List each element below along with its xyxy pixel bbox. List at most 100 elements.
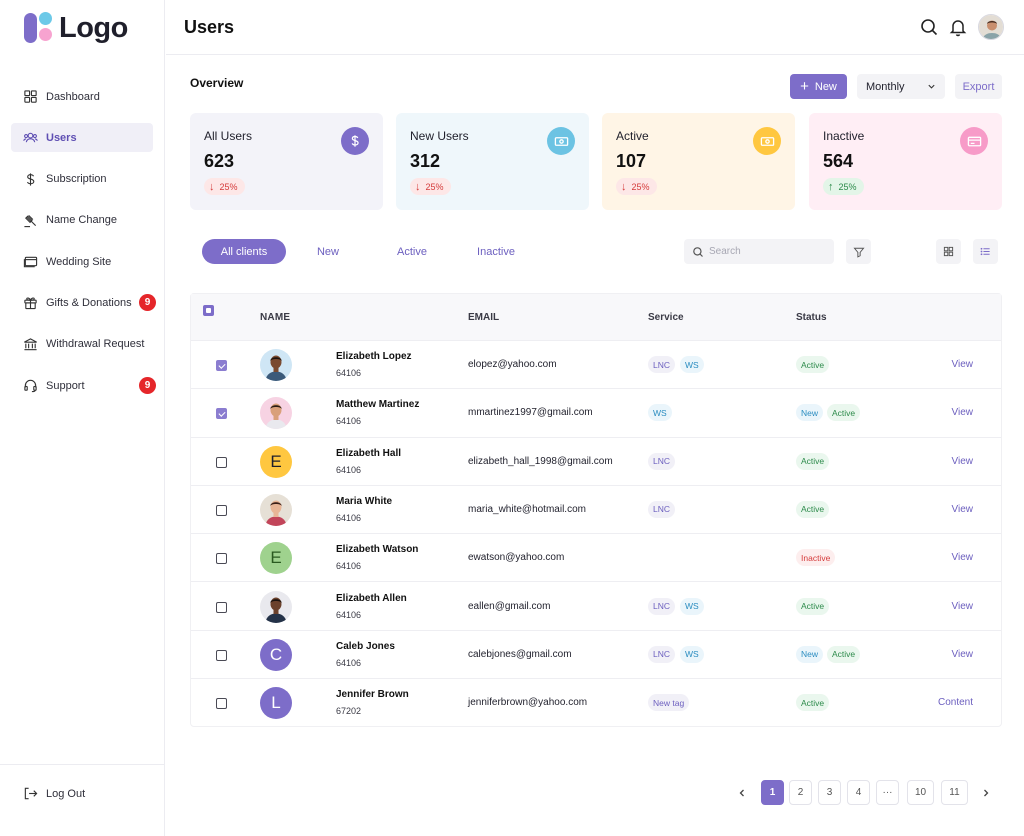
row-checkbox[interactable]: [216, 553, 227, 565]
row-checkbox[interactable]: [216, 360, 227, 371]
column-header-service[interactable]: Service: [648, 312, 684, 323]
content-link[interactable]: Content: [937, 697, 973, 709]
logout-label: Log Out: [46, 787, 86, 800]
browser-icon: [23, 256, 38, 268]
filter-icon: [852, 247, 865, 258]
avatar: [260, 493, 292, 526]
view-link[interactable]: View: [951, 359, 974, 370]
view-link[interactable]: View: [951, 503, 974, 515]
table-row[interactable]: Elizabeth Lopez 64106 elopez@yahoo.com LNC W…: [191, 341, 1001, 390]
gift-icon: [24, 297, 37, 310]
status-tags: Active: [796, 694, 830, 712]
user-id: 64106: [336, 657, 362, 668]
row-checkbox[interactable]: [216, 504, 227, 516]
service-tag: New tag: [648, 694, 690, 712]
page-button[interactable]: 1: [761, 780, 784, 805]
status-badge: Active: [827, 645, 861, 663]
page-button[interactable]: 11: [941, 780, 968, 805]
row-checkbox[interactable]: [216, 456, 227, 468]
row-checkbox[interactable]: [216, 408, 227, 420]
search-icon[interactable]: [919, 17, 939, 37]
row-checkbox[interactable]: [216, 601, 227, 613]
search-input[interactable]: [709, 246, 827, 257]
column-header-email[interactable]: EMAIL: [468, 312, 500, 323]
sidebar-item-support[interactable]: Support 9: [11, 371, 156, 400]
sidebar-item-dashboard[interactable]: Dashboard: [11, 82, 153, 111]
avatar[interactable]: [978, 14, 1004, 40]
tab-new[interactable]: New: [316, 245, 339, 258]
chevron-left-icon[interactable]: [731, 780, 753, 805]
divider: [0, 764, 165, 765]
service-tag: LNC: [648, 500, 676, 518]
logout-button[interactable]: Log Out: [23, 786, 85, 801]
table-row[interactable]: C Caleb Jones 64106 calebjones@gmail.com LNC…: [191, 631, 1001, 680]
bank-icon: [24, 338, 37, 350]
table-row[interactable]: Matthew Martinez 64106 mmartinez1997@gmail…: [191, 389, 1001, 438]
sidebar-item-wedding-site[interactable]: Wedding Site: [11, 247, 153, 276]
new-button[interactable]: + New: [790, 74, 847, 99]
page-button[interactable]: 4: [847, 780, 870, 805]
user-id: 64106: [336, 368, 362, 378]
view-link[interactable]: View: [951, 648, 974, 660]
export-button[interactable]: Export: [955, 74, 1002, 99]
bell-icon[interactable]: [948, 17, 968, 37]
column-header-status[interactable]: Status: [796, 312, 827, 323]
list-view-button[interactable]: [973, 239, 998, 264]
service-tags: LNC WS: [648, 597, 704, 615]
table-row[interactable]: L Jennifer Brown 67202 jenniferbrown@yahoo.…: [191, 679, 1001, 727]
page-button[interactable]: 10: [907, 780, 934, 805]
user-email: elizabeth_hall_1998@gmail.com: [468, 455, 613, 467]
logo-text: Logo: [59, 11, 128, 44]
pagination-ellipsis[interactable]: ···: [876, 780, 899, 805]
sidebar-item-name-change[interactable]: Name Change: [11, 206, 153, 235]
view-link[interactable]: View: [951, 407, 974, 419]
stat-card-delta-value: 25%: [631, 181, 650, 192]
column-header-name[interactable]: NAME: [260, 312, 291, 323]
grid-view-button[interactable]: [936, 239, 961, 264]
stat-card-delta-value: 25%: [838, 181, 857, 192]
tab-active[interactable]: Active: [397, 245, 427, 258]
stat-card-value: 312: [410, 151, 441, 171]
stat-card-active: Active 107 ↓ 25%: [602, 113, 795, 210]
view-link[interactable]: View: [951, 455, 974, 467]
table-row[interactable]: Elizabeth Allen 64106 eallen@gmail.com LNC W…: [191, 583, 1001, 631]
logo-mark-icon: [22, 11, 56, 45]
table-row[interactable]: E Elizabeth Watson 64106 ewatson@yahoo.com I…: [191, 534, 1001, 583]
table-row[interactable]: E Elizabeth Hall 64106 elizabeth_hall_1998@…: [191, 438, 1001, 486]
tab-all-clients[interactable]: All clients: [202, 239, 286, 264]
user-name: Matthew Martinez: [336, 399, 420, 411]
select-all-checkbox[interactable]: [203, 305, 214, 316]
status-badge: New: [796, 645, 824, 663]
chevron-right-icon[interactable]: [975, 780, 997, 805]
sidebar-item-users[interactable]: Users: [11, 123, 153, 153]
user-id: 64106: [336, 464, 362, 475]
filter-button[interactable]: [846, 239, 871, 264]
stat-card-delta: ↑ 25%: [823, 178, 864, 195]
tab-inactive[interactable]: Inactive: [477, 245, 515, 258]
service-tag: WS: [680, 645, 704, 663]
row-checkbox[interactable]: [216, 649, 227, 661]
status-tags: Active: [796, 452, 830, 470]
service-tags: WS: [648, 404, 672, 422]
service-tags: LNC: [648, 452, 676, 470]
period-select[interactable]: Monthly: [857, 74, 945, 99]
logo[interactable]: Logo: [22, 10, 128, 46]
page-button[interactable]: 2: [789, 780, 812, 805]
overview-title: Overview: [190, 76, 244, 90]
user-id: 64106: [336, 512, 362, 523]
page-button[interactable]: 3: [818, 780, 841, 805]
view-link[interactable]: View: [951, 552, 974, 564]
table-row[interactable]: Maria White 64106 maria_white@hotmail.com L…: [191, 486, 1001, 535]
sidebar-item-subscription[interactable]: Subscription: [11, 165, 153, 194]
view-link[interactable]: View: [951, 600, 974, 612]
sidebar-item-gifts-donations[interactable]: Gifts & Donations 9: [11, 288, 156, 317]
stat-card-value: 623: [204, 151, 235, 171]
sidebar-item-label: Gifts & Donations: [46, 296, 132, 309]
period-select-value: Monthly: [866, 80, 905, 93]
stat-card-label: Inactive: [823, 129, 865, 143]
stat-card-all-users: All Users 623 ↓ 25%: [190, 113, 383, 210]
sidebar-item-withdrawal-request[interactable]: Withdrawal Request: [11, 330, 153, 359]
row-checkbox[interactable]: [216, 698, 227, 710]
sidebar-item-label: Dashboard: [46, 90, 100, 103]
user-avatar-icon: [979, 15, 1003, 39]
